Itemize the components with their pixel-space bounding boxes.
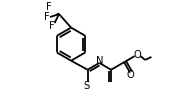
Text: F: F <box>44 12 50 22</box>
Text: S: S <box>83 80 89 91</box>
Text: O: O <box>126 70 134 80</box>
Text: F: F <box>49 21 54 31</box>
Text: F: F <box>46 2 51 12</box>
Text: N: N <box>96 56 104 66</box>
Text: O: O <box>134 50 141 60</box>
